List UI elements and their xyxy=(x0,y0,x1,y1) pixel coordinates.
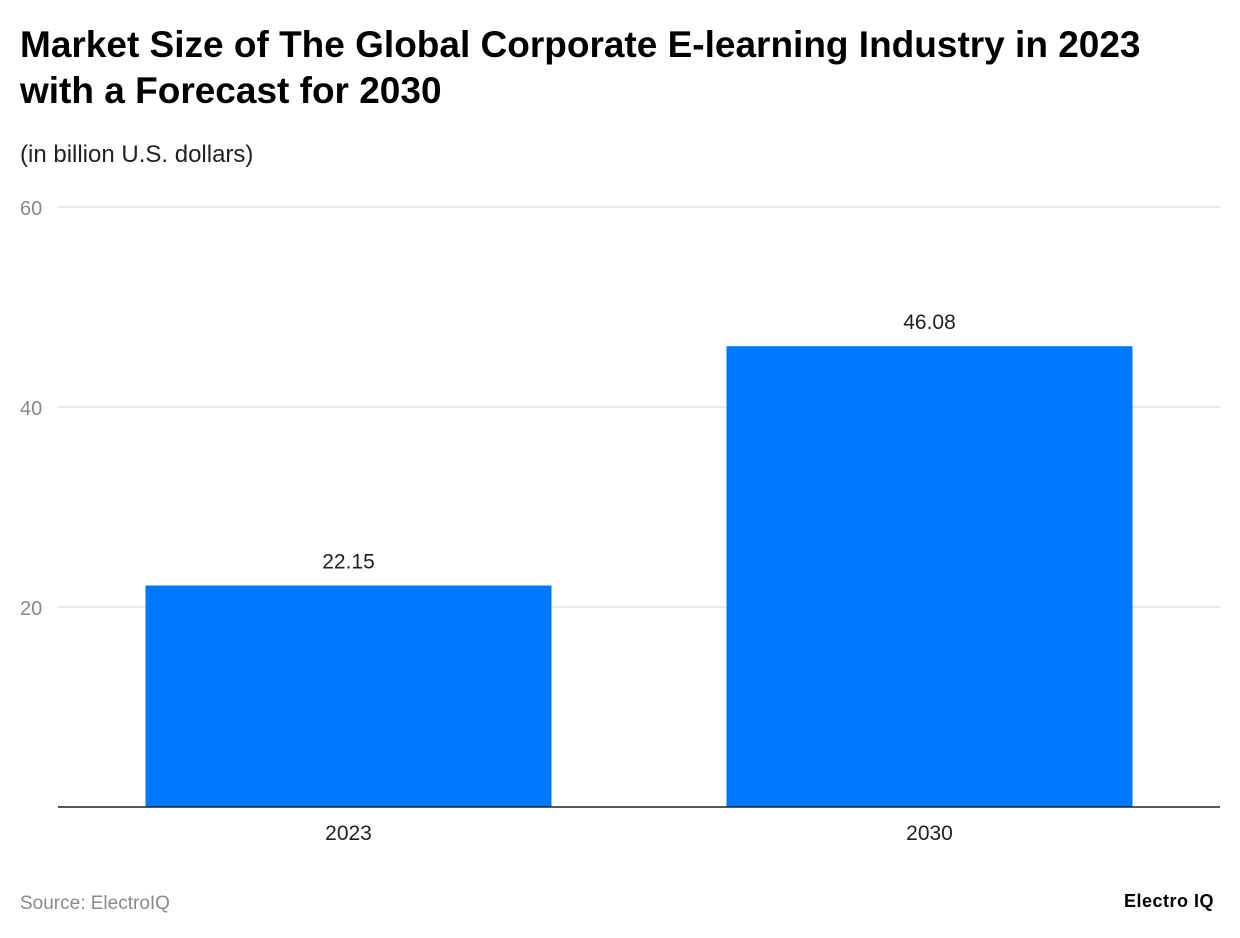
chart-title: Market Size of The Global Corporate E-le… xyxy=(20,24,1141,111)
x-tick-label: 2030 xyxy=(906,822,953,845)
x-tick-label: 2023 xyxy=(325,822,372,845)
y-tick-label: 40 xyxy=(20,398,42,420)
chart-subtitle: (in billion U.S. dollars) xyxy=(20,141,254,168)
bar-2023 xyxy=(145,585,552,807)
y-tick-label: 60 xyxy=(20,198,42,220)
y-tick-label: 20 xyxy=(20,598,42,620)
bar-2030 xyxy=(726,346,1133,807)
data-label: 46.08 xyxy=(903,311,956,334)
electroiq-logo: Electro IQ xyxy=(1123,891,1214,911)
source-note: Source: ElectroIQ xyxy=(20,893,170,914)
data-label: 22.15 xyxy=(322,551,375,574)
